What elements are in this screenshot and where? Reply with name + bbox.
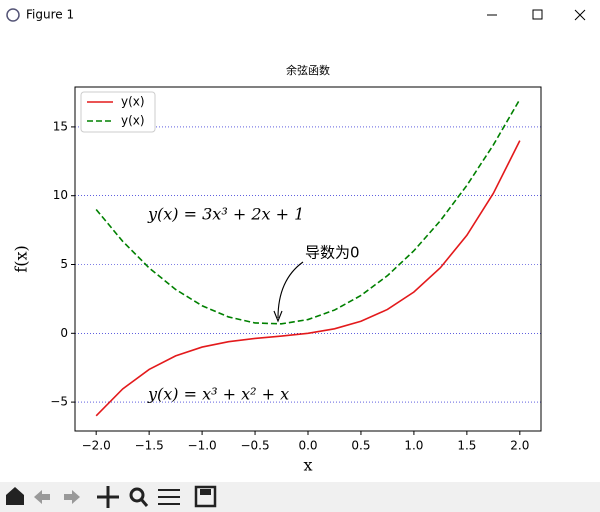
y-tick-label: 10 <box>53 188 68 202</box>
line-series <box>95 140 521 417</box>
annotation-arrow <box>277 261 304 319</box>
forward-button[interactable] <box>64 490 80 504</box>
app-icon <box>6 8 20 22</box>
y-tick-label: 0 <box>60 326 68 340</box>
arrow-head <box>273 310 283 323</box>
home-button[interactable] <box>6 487 24 505</box>
zoom-button[interactable] <box>129 487 145 503</box>
x-tick-label: −1.5 <box>135 439 164 453</box>
x-tick-label: −0.5 <box>240 439 269 453</box>
line-series <box>95 98 521 325</box>
x-axis-label: x <box>303 456 312 475</box>
annotation: y(x) = x³ + x² + x <box>147 385 289 404</box>
x-tick-label: 0.5 <box>351 439 370 453</box>
pan-button[interactable] <box>97 486 119 508</box>
x-tick-label: 1.0 <box>404 439 423 453</box>
annotation: 导数为0 <box>305 244 360 262</box>
x-tick-label: 0.0 <box>298 439 317 453</box>
save-icon-part <box>200 489 211 495</box>
configure-button[interactable] <box>158 489 180 505</box>
x-tick-label: −2.0 <box>82 439 111 453</box>
y-tick-label: 5 <box>60 257 68 271</box>
maximize-button[interactable] <box>532 9 543 20</box>
y-tick-label: −5 <box>50 395 68 409</box>
y-tick-label: 15 <box>53 119 68 133</box>
window-title: Figure 1 <box>26 8 74 22</box>
x-tick-label: −1.0 <box>188 439 217 453</box>
y-axis-label: f(x) <box>12 245 31 272</box>
chart-title: 余弦函数 <box>286 63 330 77</box>
plot-frame <box>74 86 542 432</box>
toolbar <box>0 482 600 512</box>
back-button[interactable] <box>34 490 50 504</box>
legend-label: y(x) <box>121 114 145 128</box>
zoom-handle <box>139 498 149 507</box>
legend-label: y(x) <box>121 95 145 109</box>
x-tick-label: 2.0 <box>510 439 529 453</box>
close-button[interactable] <box>574 9 586 21</box>
x-tick-label: 1.5 <box>457 439 476 453</box>
annotation: y(x) = 3x³ + 2x + 1 <box>147 205 304 224</box>
save-button[interactable] <box>194 485 217 508</box>
